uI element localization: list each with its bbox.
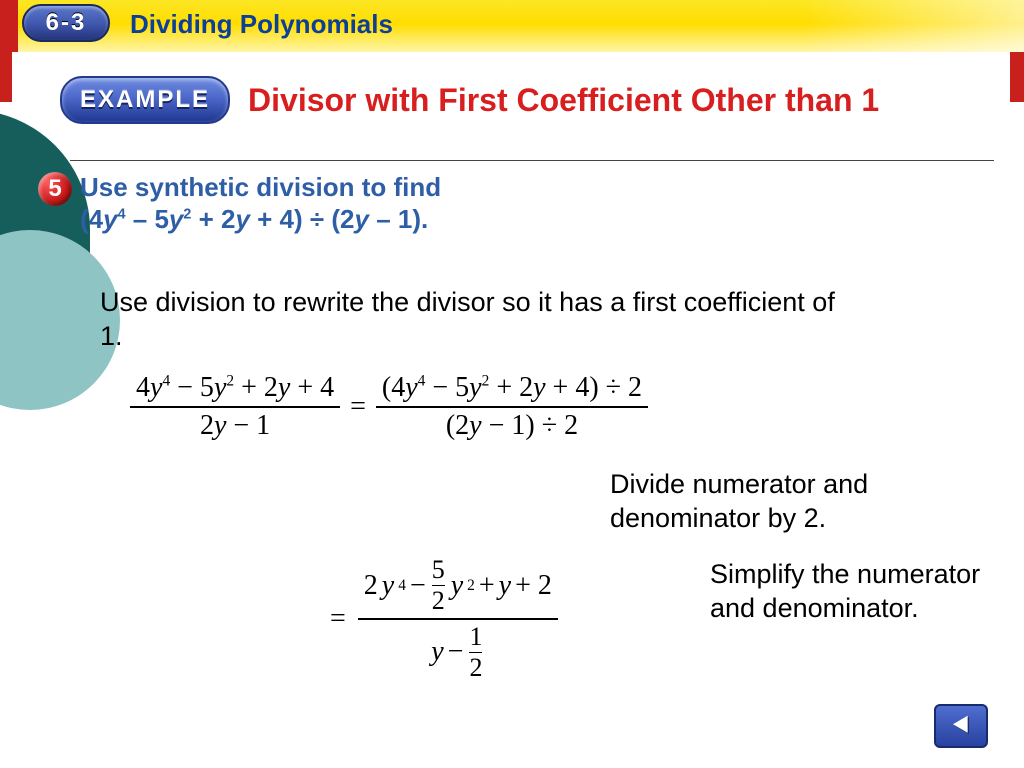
explain-1: Divide numerator and denominator by 2. — [610, 468, 980, 536]
equals-sign-2: = — [330, 603, 346, 635]
bar-highlight — [804, 0, 1024, 52]
example-label: EXAMPLE — [80, 86, 210, 113]
example-pill: EXAMPLE — [60, 76, 230, 124]
equation-2: = 2y4 − 52 y2 + y + 2 y − 12 — [330, 555, 558, 683]
problem-statement: Use synthetic division to find (4y4 – 5y… — [80, 172, 600, 235]
eq1-right-fraction: (4y4 − 5y2 + 2y + 4) ÷ 2 (2y − 1) ÷ 2 — [376, 372, 648, 442]
explain-2: Simplify the numerator and denominator. — [710, 558, 1010, 626]
back-button[interactable]: ⯇ — [934, 704, 988, 748]
eq1-left-fraction: 4y4 − 5y2 + 2y + 4 2y − 1 — [130, 372, 340, 442]
instruction-line-1: Use division to rewrite the divisor so i… — [100, 286, 860, 354]
lesson-title: Dividing Polynomials — [130, 9, 393, 40]
lesson-code-text: 6-3 — [46, 9, 87, 37]
header-bar: 6-3 Dividing Polynomials — [0, 0, 1024, 52]
accent-square-left — [0, 0, 18, 52]
arrow-left-icon: ⯇ — [950, 710, 972, 743]
example-header: EXAMPLE Divisor with First Coefficient O… — [0, 76, 1024, 124]
equals-sign: = — [350, 391, 366, 423]
equation-1: 4y4 − 5y2 + 2y + 4 2y − 1 = (4y4 − 5y2 +… — [130, 372, 930, 442]
divider — [70, 160, 994, 161]
example-title: Divisor with First Coefficient Other tha… — [248, 82, 879, 119]
eq2-fraction: 2y4 − 52 y2 + y + 2 y − 12 — [358, 555, 558, 683]
step-number: 5 — [48, 175, 61, 203]
lesson-code-pill: 6-3 — [22, 4, 110, 42]
step-number-badge: 5 — [38, 172, 72, 206]
